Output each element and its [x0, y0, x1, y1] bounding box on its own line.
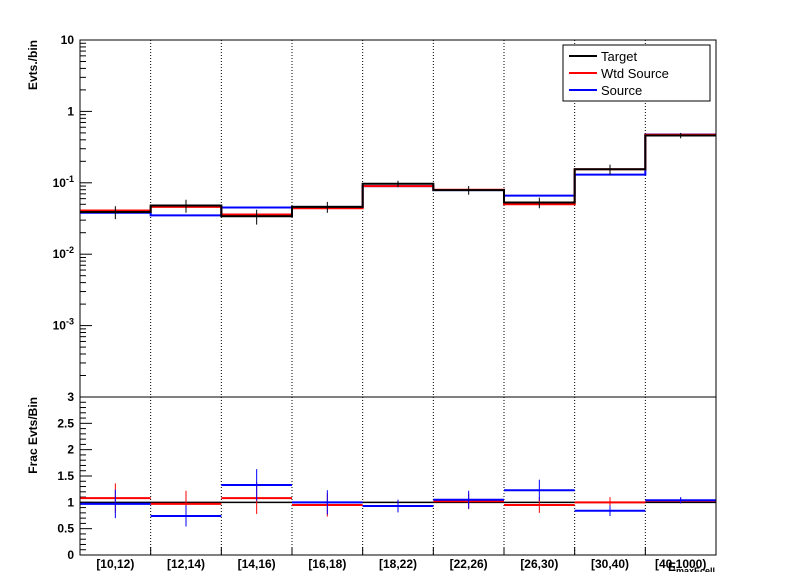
bottom-y-axis-title: Frac Evts/Bin: [26, 397, 40, 474]
x-tick-label: [10,12): [96, 557, 134, 571]
top-panel: 10 1 10-1 10-2 10-3 Evts./bin: [26, 33, 717, 398]
x-tick-label: [18,22): [379, 557, 417, 571]
bottom-y-tick-label: 1.5: [57, 469, 74, 483]
bottom-y-tick-label: 0.5: [57, 522, 74, 536]
bottom-grid: [150, 397, 646, 555]
top-y-axis: 10 1 10-1 10-2 10-3: [53, 33, 92, 398]
top-series: [80, 132, 716, 225]
legend-label: Target: [601, 49, 638, 64]
top-y-tick-label: 10: [61, 33, 75, 47]
bottom-y-tick-label: 3: [67, 390, 74, 404]
x-tick-label: [26,30): [520, 557, 558, 571]
x-axis-labels: [10,12) [12,14) [14,16) [16,18) [18,22) [22,2…: [79, 547, 706, 571]
x-tick-label: [40,1000): [655, 557, 706, 571]
bottom-plot-frame: [79, 396, 717, 556]
top-y-tick-label: 10-1: [53, 174, 74, 190]
legend-label: Source: [601, 83, 642, 98]
top-y-axis-title: Evts./bin: [26, 40, 40, 90]
bottom-y-tick-label: 1: [67, 495, 74, 509]
bottom-y-tick-label: 2.5: [57, 416, 74, 430]
legend-label: Wtd Source: [601, 66, 669, 81]
x-tick-label: [12,14): [167, 557, 205, 571]
x-tick-label: [14,16): [238, 557, 276, 571]
top-grid: [150, 40, 646, 397]
top-y-tick-label: 1: [67, 104, 74, 118]
top-y-tick-label: 10-2: [53, 245, 74, 261]
x-axis-title: EmaxEcell: [668, 560, 715, 572]
bottom-panel: 0 0.5 1 1.5 2 2.5 3 Frac Evts/Bin [10,12) [12,1…: [26, 390, 717, 572]
x-tick-label: [16,18): [308, 557, 346, 571]
bottom-series: [80, 469, 716, 527]
x-tick-label: [22,26): [450, 557, 488, 571]
x-tick-label: [30,40): [591, 557, 629, 571]
top-y-tick-label: 10-3: [53, 317, 74, 333]
bottom-y-tick-label: 0: [67, 548, 74, 562]
bottom-y-tick-label: 2: [67, 443, 74, 457]
legend: Target Wtd Source Source: [562, 44, 711, 102]
